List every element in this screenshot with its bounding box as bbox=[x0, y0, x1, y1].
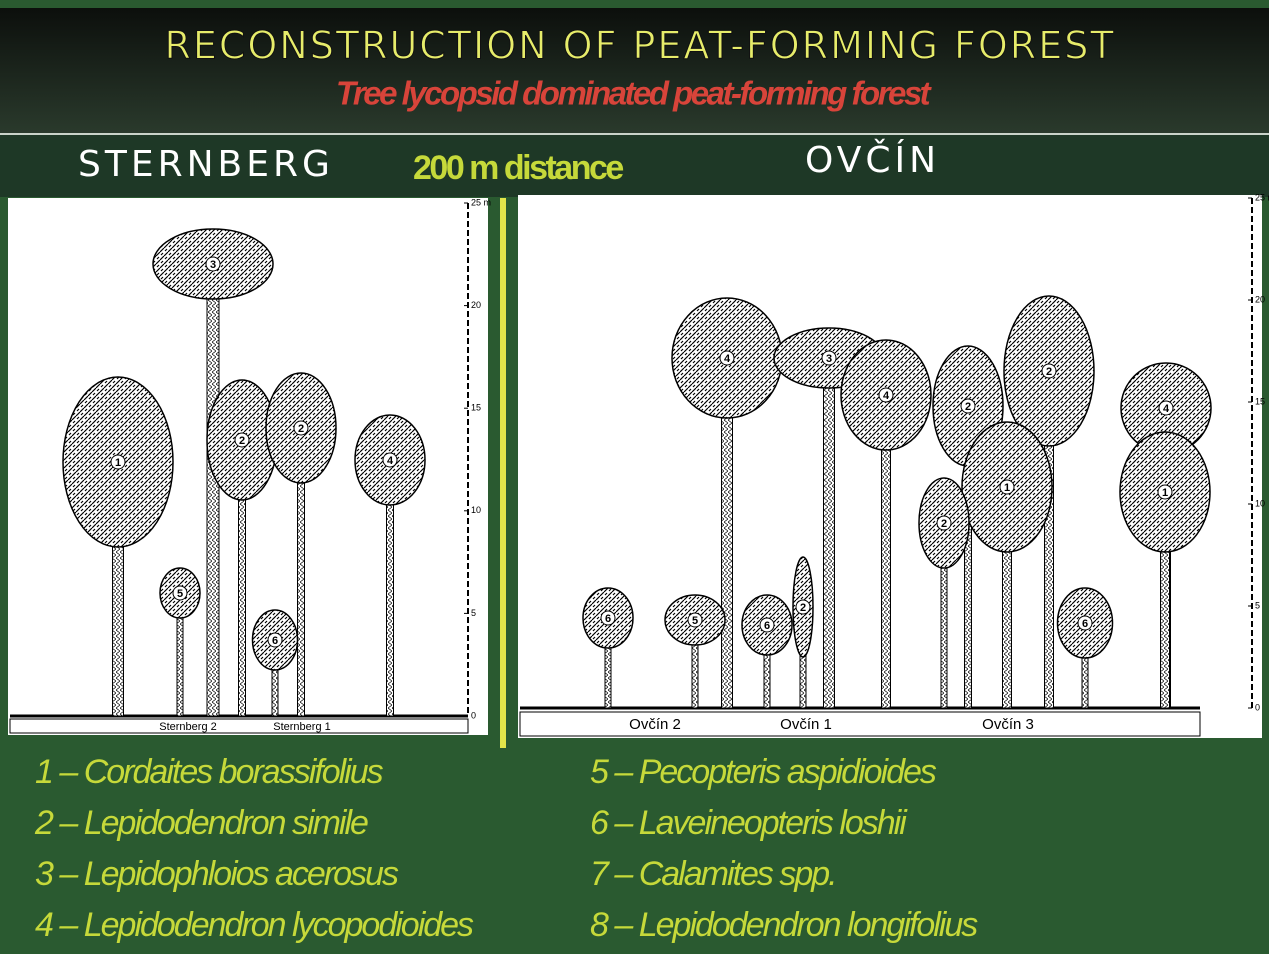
plot-label: Ovčín 2 bbox=[629, 716, 681, 733]
legend-entry: 3 – Lepidophloios acerosus bbox=[35, 855, 399, 893]
legend-entry: 2 – Lepidodendron simile bbox=[34, 804, 368, 842]
legend-entry: 5 – Pecopteris aspidioides bbox=[590, 753, 937, 791]
tree-label: 6 bbox=[1082, 618, 1088, 630]
trunk bbox=[824, 358, 835, 708]
legend-entry: 8 – Lepidodendron longifolius bbox=[590, 906, 978, 944]
legend-entry: 6 – Laveineopteris loshii bbox=[590, 804, 908, 842]
scale-label: 25 m bbox=[1255, 192, 1269, 202]
tree-label: 3 bbox=[210, 259, 216, 271]
legend-entry: 4 – Lepidodendron lycopodioides bbox=[35, 906, 474, 944]
tree-label: 6 bbox=[764, 620, 770, 632]
slide: RECONSTRUCTION OF PEAT-FORMING FOREST Tr… bbox=[0, 0, 1269, 954]
scale-label: 15 bbox=[1255, 396, 1265, 406]
site-label: OVČÍN bbox=[805, 139, 940, 181]
tree-label: 2 bbox=[1046, 366, 1052, 378]
scale-label: 15 bbox=[471, 403, 481, 413]
divider bbox=[500, 198, 506, 748]
tree-label: 2 bbox=[941, 518, 947, 530]
tree-label: 3 bbox=[826, 353, 832, 365]
tree-label: 1 bbox=[115, 457, 121, 469]
tree-label: 1 bbox=[1004, 482, 1010, 494]
tree-label: 6 bbox=[272, 635, 278, 647]
tree-label: 5 bbox=[177, 588, 183, 600]
tree-label: 2 bbox=[239, 435, 245, 447]
plot-bar bbox=[10, 719, 468, 733]
scale-label: 10 bbox=[1255, 498, 1265, 508]
plot-label: Sternberg 1 bbox=[273, 721, 330, 733]
title: RECONSTRUCTION OF PEAT-FORMING FOREST bbox=[164, 24, 1115, 68]
plot-label: Ovčín 1 bbox=[780, 716, 832, 733]
scale-label: 0 bbox=[1255, 702, 1260, 712]
scale-label: 20 bbox=[1255, 294, 1265, 304]
scale-label: 20 bbox=[471, 300, 481, 310]
scale-label: 0 bbox=[471, 710, 476, 720]
tree-label: 4 bbox=[883, 390, 890, 402]
tree-label: 4 bbox=[724, 353, 731, 365]
tree-label: 2 bbox=[800, 602, 806, 614]
tree-label: 2 bbox=[298, 423, 304, 435]
site-label: STERNBERG bbox=[78, 144, 334, 185]
plot-label: Sternberg 2 bbox=[159, 721, 216, 733]
distance-label: 200 m distance bbox=[413, 149, 623, 187]
tree-label: 6 bbox=[605, 613, 611, 625]
tree-label: 5 bbox=[692, 615, 698, 627]
legend-entry: 7 – Calamites spp. bbox=[590, 855, 836, 893]
trunk bbox=[207, 264, 219, 716]
tree-label: 2 bbox=[965, 401, 971, 413]
scale-label: 5 bbox=[471, 608, 476, 618]
tree-label: 1 bbox=[1162, 487, 1168, 499]
subtitle: Tree lycopsid dominated peat-forming for… bbox=[336, 75, 933, 112]
tree-label: 4 bbox=[387, 455, 394, 467]
page: {"header": {"title": "RECONSTRUCTION OF … bbox=[0, 0, 1269, 954]
scale-label: 25 m bbox=[471, 197, 491, 207]
plot-label: Ovčín 3 bbox=[982, 716, 1034, 733]
legend-entry: 1 – Cordaites borassifolius bbox=[35, 753, 384, 791]
tree-label: 4 bbox=[1163, 403, 1170, 415]
scale-label: 10 bbox=[471, 505, 481, 515]
scale-label: 5 bbox=[1255, 600, 1260, 610]
plot-bar bbox=[520, 712, 1200, 736]
